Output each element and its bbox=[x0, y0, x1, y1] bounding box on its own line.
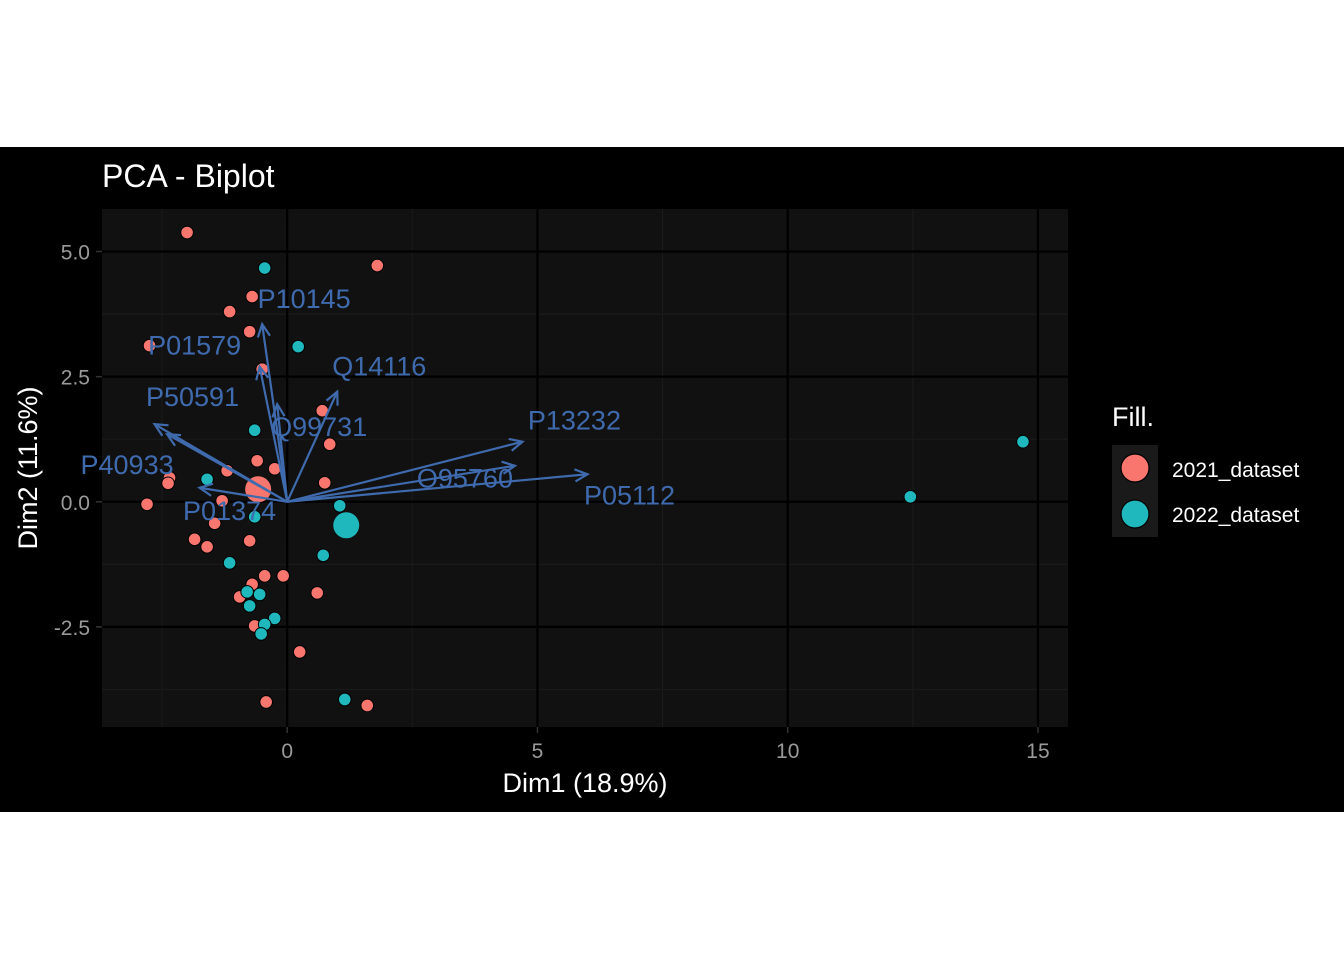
point-2022-dataset-4 bbox=[247, 509, 262, 524]
y-tick-label: 5.0 bbox=[61, 242, 90, 265]
point-2022-dataset-1 bbox=[291, 339, 306, 354]
point-2021-dataset-16 bbox=[140, 497, 154, 512]
point-2021-dataset-3 bbox=[222, 304, 237, 319]
point-2022-dataset-15 bbox=[903, 489, 918, 504]
arrowhead-Q14116 bbox=[325, 389, 339, 406]
arrow-P01374 bbox=[199, 486, 288, 503]
point-2022-dataset-7 bbox=[222, 556, 237, 570]
x-tick-label: 15 bbox=[1026, 740, 1049, 763]
x-tick-label: 5 bbox=[532, 740, 544, 763]
point-2021-dataset-18 bbox=[187, 532, 202, 547]
axis-ticks: 0 5 10 15 -2.5 0.0 2.5 5.0 bbox=[54, 242, 1050, 763]
y-axis-label: Dim2 (11.6%) bbox=[13, 386, 43, 549]
arrow-Q14116 bbox=[286, 391, 339, 503]
point-2021-dataset-29 bbox=[360, 698, 375, 713]
y-tick-label: 2.5 bbox=[61, 367, 90, 390]
point-2021-dataset-22 bbox=[276, 569, 290, 583]
point-2021-dataset-25 bbox=[310, 586, 325, 600]
point-2021-dataset-28 bbox=[259, 695, 273, 709]
point-2022-dataset-8 bbox=[240, 585, 254, 599]
point-2021-dataset-27 bbox=[292, 645, 307, 659]
arrow-O95760 bbox=[287, 464, 516, 503]
point-2022-dataset-14 bbox=[337, 692, 352, 707]
arrow-Q99731 bbox=[276, 404, 289, 502]
point-2021-dataset-15 bbox=[215, 493, 229, 508]
point-2021-dataset-0 bbox=[180, 225, 194, 240]
legend-key-2021-dataset bbox=[1120, 453, 1150, 483]
point-2022-dataset-11 bbox=[267, 611, 282, 626]
variable-label-P05112: P05112 bbox=[584, 480, 675, 510]
point-2021-dataset-14 bbox=[317, 475, 332, 490]
variable-label-P01374: P01374 bbox=[183, 496, 276, 526]
point-2022-dataset-6 bbox=[316, 548, 331, 563]
point-2021-dataset-5 bbox=[142, 338, 157, 353]
centroid-2022-dataset bbox=[333, 512, 360, 539]
variable-label-Q14116: Q14116 bbox=[332, 352, 426, 382]
point-2022-dataset-16 bbox=[1016, 434, 1030, 449]
y-tick-label: -2.5 bbox=[54, 617, 90, 640]
point-2021-dataset-4 bbox=[242, 324, 257, 339]
arrowhead-P13232 bbox=[508, 437, 525, 452]
point-2021-dataset-17 bbox=[207, 516, 222, 531]
arrowhead-Q99731 bbox=[271, 401, 286, 418]
variable-label-P10145: P10145 bbox=[258, 284, 351, 314]
legend-title: Fill. bbox=[1112, 402, 1154, 432]
arrowhead-P01374 bbox=[197, 482, 214, 497]
variable-label-Q99731: Q99731 bbox=[271, 412, 367, 442]
chart-title: PCA - Biplot bbox=[102, 158, 275, 194]
panel-background bbox=[102, 209, 1068, 727]
arrowhead-P50591 bbox=[152, 422, 169, 437]
arrow-P13232 bbox=[286, 440, 523, 503]
legend-key-2022-dataset bbox=[1120, 499, 1150, 529]
point-2022-dataset-13 bbox=[254, 627, 268, 641]
individual-points bbox=[140, 225, 1030, 713]
arrowhead-P40933 bbox=[164, 432, 182, 447]
point-2021-dataset-10 bbox=[250, 453, 264, 468]
arrowhead-P05112 bbox=[574, 468, 591, 483]
point-2022-dataset-10 bbox=[252, 587, 267, 602]
point-2022-dataset-5 bbox=[332, 498, 347, 513]
arrow-P05112 bbox=[287, 473, 588, 503]
variable-label-P13232: P13232 bbox=[528, 406, 621, 436]
point-2021-dataset-21 bbox=[257, 569, 272, 583]
x-tick-label: 0 bbox=[281, 740, 293, 763]
arrow-P01579 bbox=[258, 366, 289, 503]
variable-label-P50591: P50591 bbox=[146, 382, 239, 412]
point-2021-dataset-8 bbox=[322, 437, 337, 452]
variable-label-P40933: P40933 bbox=[81, 450, 174, 480]
point-2021-dataset-13 bbox=[161, 476, 175, 491]
arrowhead-P01579 bbox=[255, 364, 270, 381]
point-2021-dataset-1 bbox=[370, 258, 385, 273]
legend: Fill. 2021_dataset 2022_dataset bbox=[1112, 402, 1299, 537]
variable-label-P01579: P01579 bbox=[148, 331, 241, 361]
x-tick-label: 10 bbox=[776, 740, 799, 763]
arrowhead-O95760 bbox=[501, 460, 518, 475]
x-axis-label: Dim1 (18.9%) bbox=[502, 768, 667, 798]
variable-arrows: P10145 P01579 Q14116 Q99731 P50591 P40933 P132… bbox=[81, 284, 676, 526]
legend-label-2021-dataset: 2021_dataset bbox=[1172, 459, 1299, 482]
point-2022-dataset-9 bbox=[242, 599, 257, 613]
legend-label-2022-dataset: 2022_dataset bbox=[1172, 504, 1299, 527]
arrowhead-P10145 bbox=[256, 321, 271, 338]
arrow-P40933 bbox=[166, 433, 288, 503]
point-2021-dataset-19 bbox=[200, 540, 214, 554]
point-2022-dataset-2 bbox=[247, 423, 262, 438]
point-2021-dataset-20 bbox=[242, 534, 257, 548]
point-2022-dataset-0 bbox=[257, 261, 272, 275]
y-tick-label: 0.0 bbox=[61, 492, 90, 515]
point-2021-dataset-2 bbox=[245, 289, 259, 304]
